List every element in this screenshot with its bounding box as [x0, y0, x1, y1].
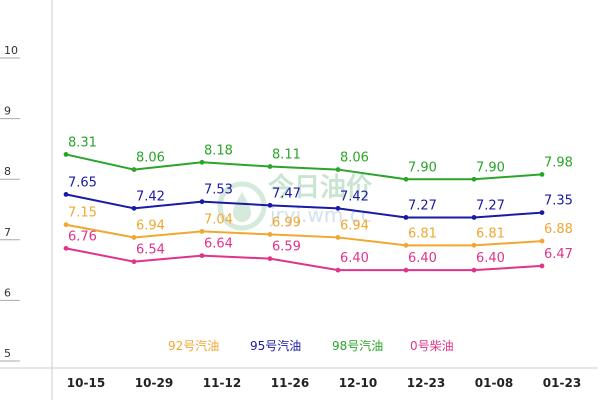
- legend-entry: 92号汽油: [168, 338, 219, 353]
- data-point: [199, 253, 205, 259]
- data-point: [131, 259, 137, 265]
- x-tick-label: 11-26: [271, 376, 309, 390]
- data-point: [131, 235, 137, 240]
- x-tick-label: 10-15: [67, 376, 105, 390]
- legend-entry: 0号柴油: [410, 339, 454, 353]
- data-point: [267, 232, 273, 237]
- data-point: [403, 242, 409, 248]
- y-tick-label: 10: [4, 44, 18, 57]
- data-label: 6.94: [136, 218, 165, 233]
- y-tick-label: 6: [4, 286, 11, 299]
- data-label: 6.59: [272, 240, 301, 255]
- y-tick-label: 5: [4, 347, 11, 360]
- data-label: 6.88: [544, 222, 573, 237]
- data-label: 6.76: [68, 229, 97, 244]
- data-point: [63, 245, 69, 251]
- data-point: [267, 164, 273, 169]
- data-label: 7.27: [408, 198, 437, 213]
- data-label: 8.06: [340, 151, 369, 166]
- data-point: [335, 267, 341, 273]
- data-label: 6.81: [408, 226, 437, 241]
- data-point: [199, 228, 205, 234]
- data-point: [131, 167, 137, 172]
- legend-entry: 95号汽油: [250, 338, 301, 353]
- x-tick-label: 11-12: [203, 376, 241, 390]
- data-label: 6.94: [340, 218, 369, 233]
- data-point: [403, 176, 409, 182]
- data-point: [63, 152, 69, 157]
- data-label: 6.47: [544, 247, 573, 262]
- data-label: 7.65: [68, 175, 97, 190]
- data-label: 7.42: [136, 189, 165, 204]
- data-point: [471, 176, 477, 182]
- legend-entry: 98号汽油: [332, 338, 383, 353]
- data-label: 6.54: [136, 243, 165, 258]
- data-point: [539, 238, 545, 244]
- data-label: 8.31: [68, 135, 97, 150]
- data-point: [403, 215, 409, 220]
- data-label: 8.06: [136, 151, 165, 166]
- series-layer: 7.15 6.94 7.04 6.99 6.94 6.81 6.81 6.88 7.65 7.42…: [63, 135, 573, 273]
- data-label: 8.18: [204, 143, 233, 158]
- series-line: [65, 193, 543, 219]
- watermark-drop-icon: [233, 192, 251, 222]
- data-point: [63, 192, 69, 197]
- data-point: [471, 215, 477, 220]
- y-tick-label: 9: [4, 105, 11, 118]
- data-label: 6.40: [476, 251, 505, 266]
- data-point: [335, 205, 341, 211]
- data-point: [539, 210, 545, 215]
- x-tick-label: 12-23: [407, 376, 445, 390]
- data-label: 7.53: [204, 183, 233, 198]
- series-line: [65, 153, 543, 181]
- data-point: [403, 267, 409, 273]
- data-label: 7.98: [544, 155, 573, 170]
- watermark-title: 今日油价: [268, 172, 373, 203]
- data-point: [267, 256, 273, 262]
- data-label: 6.40: [340, 251, 369, 266]
- data-point: [539, 172, 545, 177]
- watermark-gauge-icon: [217, 181, 267, 231]
- series-line: [65, 223, 543, 247]
- data-label: 7.47: [272, 186, 301, 201]
- x-tick-label: 01-08: [475, 376, 513, 390]
- data-point: [199, 199, 205, 205]
- data-label: 7.15: [68, 206, 97, 221]
- data-point: [63, 222, 69, 228]
- data-label: 7.42: [340, 189, 369, 204]
- y-tick-label: 8: [4, 165, 11, 178]
- data-label: 6.40: [408, 251, 437, 266]
- data-label: 7.90: [408, 160, 437, 175]
- data-label: 7.35: [544, 194, 573, 209]
- data-point: [471, 242, 477, 248]
- legend: 92号汽油 95号汽油 98号汽油 0号柴油: [168, 338, 454, 353]
- data-point: [131, 205, 137, 211]
- x-tick-label: 01-23: [543, 376, 581, 390]
- data-label: 7.04: [204, 212, 233, 227]
- data-point: [267, 202, 273, 208]
- data-point: [335, 167, 341, 172]
- data-label: 6.99: [272, 215, 301, 230]
- data-point: [335, 235, 341, 240]
- data-label: 7.27: [476, 198, 505, 213]
- data-label: 7.90: [476, 160, 505, 175]
- data-point: [199, 159, 205, 165]
- data-label: 8.11: [272, 148, 301, 163]
- x-tick-label: 10-29: [135, 376, 173, 390]
- data-point: [539, 263, 545, 269]
- x-tick-label: 12-10: [339, 376, 377, 390]
- y-tick-label: 7: [4, 226, 11, 239]
- data-label: 6.64: [204, 237, 233, 252]
- data-label: 6.81: [476, 226, 505, 241]
- data-point: [471, 267, 477, 273]
- series-line: [65, 247, 543, 272]
